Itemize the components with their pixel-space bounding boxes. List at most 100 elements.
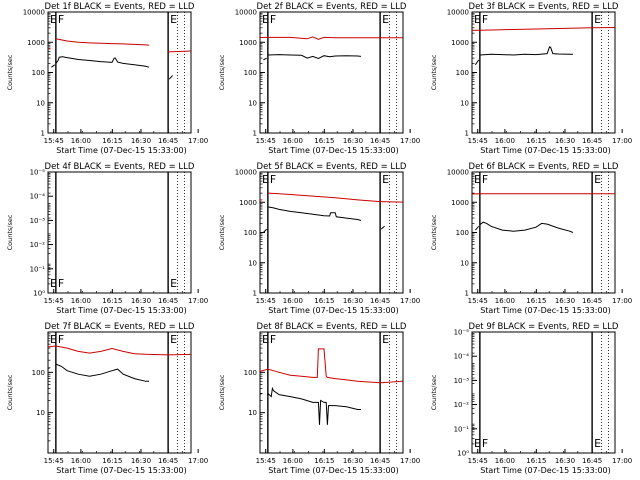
lld-series-line (55, 38, 150, 46)
y-tick-label: 1 (465, 130, 469, 138)
chart-title: Det 1f BLACK = Events, RED = LLD (45, 2, 195, 12)
x-tick-label: 17:00 (188, 137, 208, 145)
x-tick-label: 16:45 (370, 297, 390, 305)
y-tick-label: 1000 (27, 39, 45, 47)
marker-e: E (382, 13, 389, 26)
y-tick-label: 10 (460, 99, 469, 107)
events-series-line (380, 225, 385, 230)
y-tick-label: 1000 (239, 39, 257, 47)
x-tick-label: 16:30 (131, 137, 151, 145)
x-tick-label: 16:00 (283, 297, 303, 305)
x-axis-label: Start Time (07-Dec-15 15:33:00) (56, 466, 187, 475)
x-tick-label: 17:00 (188, 457, 208, 465)
events-series-line (479, 221, 574, 233)
x-tick-label: 17:00 (612, 297, 632, 305)
marker-f: F (270, 333, 276, 346)
x-tick-label: 16:45 (158, 137, 178, 145)
x-axis-label: Start Time (07-Dec-15 15:33:00) (56, 306, 187, 315)
marker-f: F (58, 13, 64, 26)
x-tick-label: 17:00 (400, 457, 420, 465)
x-tick-label: 16:00 (71, 137, 91, 145)
y-axis-label: Counts/sec (6, 374, 14, 410)
plot-frame (259, 331, 404, 454)
events-series-line (263, 57, 267, 61)
y-tick-label: 1 (465, 290, 469, 298)
marker-f: F (482, 13, 488, 26)
y-axis-label: Counts/sec (6, 54, 14, 90)
x-tick-label: 16:30 (555, 297, 575, 305)
x-tick-label: 16:00 (71, 297, 91, 305)
plot-frame (259, 171, 404, 294)
x-tick-label: 17:00 (612, 457, 632, 465)
x-tick-label: 16:00 (283, 457, 303, 465)
y-tick-label: 10 (248, 409, 257, 417)
x-tick-label: 16:15 (526, 457, 546, 465)
marker-e: E (50, 13, 57, 26)
x-tick-label: 16:45 (370, 137, 390, 145)
y-axis-label: Counts/sec (430, 54, 438, 90)
marker-e: E (170, 277, 177, 290)
events-series-line (168, 75, 173, 80)
x-tick-label: 16:45 (158, 457, 178, 465)
x-tick-label: 15:45 (468, 137, 488, 145)
y-tick-label: 100 (32, 69, 45, 77)
chart-title: Det 7f BLACK = Events, RED = LLD (45, 322, 195, 332)
y-tick-label: 10⁻⁵ (30, 169, 46, 177)
y-tick-label: 10000 (447, 9, 469, 17)
y-tick-label: 10 (460, 259, 469, 267)
marker-e: E (594, 173, 601, 186)
x-tick-label: 16:45 (370, 457, 390, 465)
plot-frame (259, 11, 404, 134)
lld-series-line (168, 50, 191, 53)
x-tick-label: 16:30 (343, 457, 363, 465)
x-tick-label: 16:15 (526, 137, 546, 145)
y-axis-label: Counts/sec (218, 374, 226, 410)
y-tick-label: 1000 (239, 199, 257, 207)
lld-series-line (260, 348, 403, 384)
plot-frame (47, 331, 192, 454)
lld-series-line (260, 36, 403, 40)
y-axis-label: Counts/sec (218, 54, 226, 90)
marker-e: E (50, 333, 57, 346)
x-tick-label: 16:00 (495, 297, 515, 305)
x-tick-label: 16:00 (283, 137, 303, 145)
y-tick-label: 10 (36, 409, 45, 417)
x-tick-label: 16:45 (158, 297, 178, 305)
y-tick-label: 1000 (451, 199, 469, 207)
y-tick-label: 10 (248, 99, 257, 107)
x-tick-label: 16:00 (495, 457, 515, 465)
y-tick-label: 10⁻¹ (454, 425, 470, 433)
chart-title: Det 3f BLACK = Events, RED = LLD (469, 2, 619, 12)
x-tick-label: 16:15 (102, 137, 122, 145)
plot-frame (47, 171, 192, 294)
x-tick-label: 15:45 (256, 137, 276, 145)
marker-e: E (262, 173, 269, 186)
x-tick-label: 17:00 (612, 137, 632, 145)
panel-det-7: Det 7f BLACK = Events, RED = LLD Counts/s… (6, 322, 208, 475)
marker-e: E (594, 437, 601, 450)
y-tick-label: 10000 (235, 9, 257, 17)
chart-title: Det 6f BLACK = Events, RED = LLD (469, 162, 619, 172)
marker-f: F (270, 173, 276, 186)
x-tick-label: 16:45 (582, 457, 602, 465)
events-series-line (474, 59, 480, 66)
x-tick-label: 16:15 (314, 137, 334, 145)
events-series-line (55, 56, 150, 68)
x-tick-label: 16:15 (102, 297, 122, 305)
y-tick-label: 1000 (451, 39, 469, 47)
lld-series-line (472, 193, 615, 195)
y-tick-label: 10⁻³ (454, 377, 470, 385)
marker-f: F (58, 277, 64, 290)
y-axis-label: Counts/sec (6, 214, 14, 250)
x-tick-label: 16:15 (314, 297, 334, 305)
x-axis-label: Start Time (07-Dec-15 15:33:00) (268, 466, 399, 475)
x-axis-label: Start Time (07-Dec-15 15:33:00) (480, 146, 611, 155)
x-tick-label: 15:45 (44, 457, 64, 465)
chart-title: Det 8f BLACK = Events, RED = LLD (257, 322, 407, 332)
marker-e: E (474, 173, 481, 186)
marker-e: E (170, 333, 177, 346)
marker-e: E (474, 437, 481, 450)
lld-series-line (48, 48, 51, 50)
y-tick-label: 10⁰ (457, 450, 469, 458)
y-tick-label: 10⁻⁴ (30, 193, 46, 201)
